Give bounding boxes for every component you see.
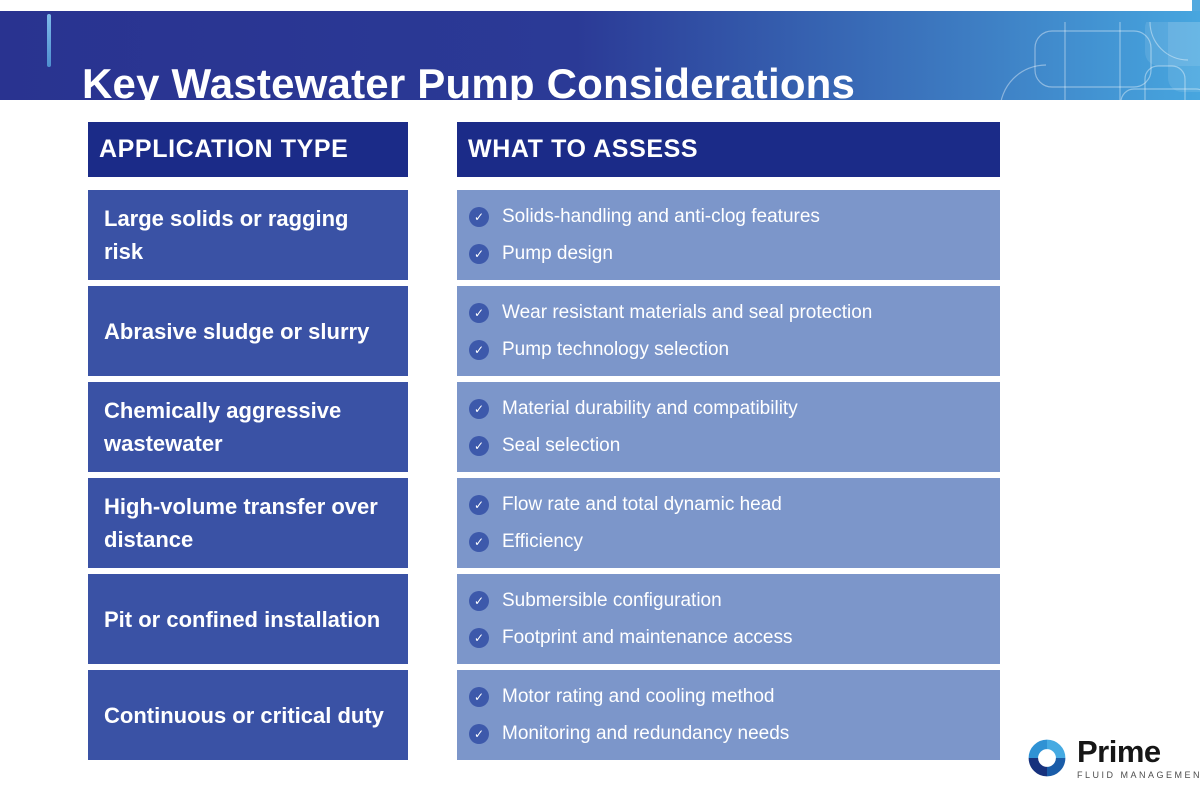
assess-label: Efficiency — [502, 530, 583, 552]
page-title: Key Wastewater Pump Considerations — [82, 59, 856, 107]
application-label: Continuous or critical duty — [104, 702, 384, 728]
check-circle-icon: ✓ — [469, 494, 489, 515]
assess-label: Monitoring and redundancy needs — [502, 722, 790, 744]
application-row-2: Abrasive sludge or slurry — [88, 286, 408, 376]
assess-label: Submersible configuration — [502, 589, 722, 611]
application-label: Pit or confined installation — [104, 606, 381, 632]
check-circle-icon: ✓ — [469, 435, 489, 456]
logo-text: Prime FLUID MANAGEMENT — [1077, 736, 1200, 780]
assess-label: Pump design — [502, 242, 613, 264]
assess-item: ✓ Monitoring and redundancy needs — [469, 723, 1000, 745]
what-to-assess-column: WHAT TO ASSESS ✓ Solids-handling and ant… — [457, 122, 1000, 760]
assess-row-4: ✓ Flow rate and total dynamic head ✓ Eff… — [457, 478, 1000, 568]
check-circle-icon: ✓ — [469, 206, 489, 227]
assess-label: Pump technology selection — [502, 338, 730, 360]
assess-row-6: ✓ Motor rating and cooling method ✓ Moni… — [457, 670, 1000, 760]
assess-item: ✓ Material durability and compatibility — [469, 398, 1000, 420]
assess-rows: ✓ Solids-handling and anti-clog features… — [457, 190, 1000, 760]
assess-item: ✓ Pump design — [469, 243, 1000, 265]
application-label: Chemically aggressive wastewater — [104, 398, 342, 456]
assess-label: Flow rate and total dynamic head — [502, 493, 782, 515]
header-band — [0, 11, 1200, 111]
check-circle-icon: ✓ — [469, 531, 489, 552]
assess-label: Material durability and compatibility — [502, 397, 798, 419]
application-label: High-volume transfer over distance — [104, 494, 378, 552]
check-circle-icon: ✓ — [469, 398, 489, 419]
assess-row-5: ✓ Submersible configuration ✓ Footprint … — [457, 574, 1000, 664]
assess-row-1: ✓ Solids-handling and anti-clog features… — [457, 190, 1000, 280]
check-circle-icon: ✓ — [469, 243, 489, 264]
check-circle-icon: ✓ — [469, 686, 489, 707]
assess-row-2: ✓ Wear resistant materials and seal prot… — [457, 286, 1000, 376]
assess-item: ✓ Flow rate and total dynamic head — [469, 494, 1000, 516]
application-type-column: APPLICATION TYPE Large solids or ragging… — [88, 122, 408, 760]
check-circle-icon: ✓ — [469, 302, 489, 323]
application-rows: Large solids or ragging risk Abrasive sl… — [88, 190, 408, 760]
assess-item: ✓ Footprint and maintenance access — [469, 627, 1000, 649]
title-accent-bar — [47, 14, 51, 67]
decorative-cross-pattern — [999, 22, 1200, 111]
assess-item: ✓ Seal selection — [469, 435, 1000, 457]
assess-label: Footprint and maintenance access — [502, 626, 793, 648]
application-row-5: Pit or confined installation — [88, 574, 408, 664]
prime-pinwheel-icon — [1028, 739, 1066, 777]
assess-item: ✓ Efficiency — [469, 531, 1000, 553]
assess-item: ✓ Motor rating and cooling method — [469, 686, 1000, 708]
what-to-assess-header: WHAT TO ASSESS — [457, 122, 1000, 177]
prime-logo: Prime FLUID MANAGEMENT — [1026, 736, 1200, 780]
application-type-header: APPLICATION TYPE — [88, 122, 408, 177]
logo-name: Prime — [1077, 734, 1161, 769]
check-circle-icon: ✓ — [469, 590, 489, 611]
application-label: Abrasive sludge or slurry — [104, 318, 370, 344]
assess-item: ✓ Wear resistant materials and seal prot… — [469, 302, 1000, 324]
corner-decor — [1192, 0, 1200, 11]
application-row-1: Large solids or ragging risk — [88, 190, 408, 280]
application-row-6: Continuous or critical duty — [88, 670, 408, 760]
assess-row-3: ✓ Material durability and compatibility … — [457, 382, 1000, 472]
check-circle-icon: ✓ — [469, 723, 489, 744]
application-label: Large solids or ragging risk — [104, 206, 349, 264]
assess-label: Seal selection — [502, 434, 621, 456]
assess-label: Motor rating and cooling method — [502, 685, 775, 707]
check-circle-icon: ✓ — [469, 339, 489, 360]
logo-tagline: FLUID MANAGEMENT — [1077, 770, 1200, 780]
check-circle-icon: ✓ — [469, 627, 489, 648]
assess-item: ✓ Pump technology selection — [469, 339, 1000, 361]
assess-item: ✓ Solids-handling and anti-clog features — [469, 206, 1000, 228]
assess-label: Wear resistant materials and seal protec… — [502, 301, 873, 323]
assess-label: Solids-handling and anti-clog features — [502, 205, 820, 227]
application-row-4: High-volume transfer over distance — [88, 478, 408, 568]
assess-item: ✓ Submersible configuration — [469, 590, 1000, 612]
application-row-3: Chemically aggressive wastewater — [88, 382, 408, 472]
